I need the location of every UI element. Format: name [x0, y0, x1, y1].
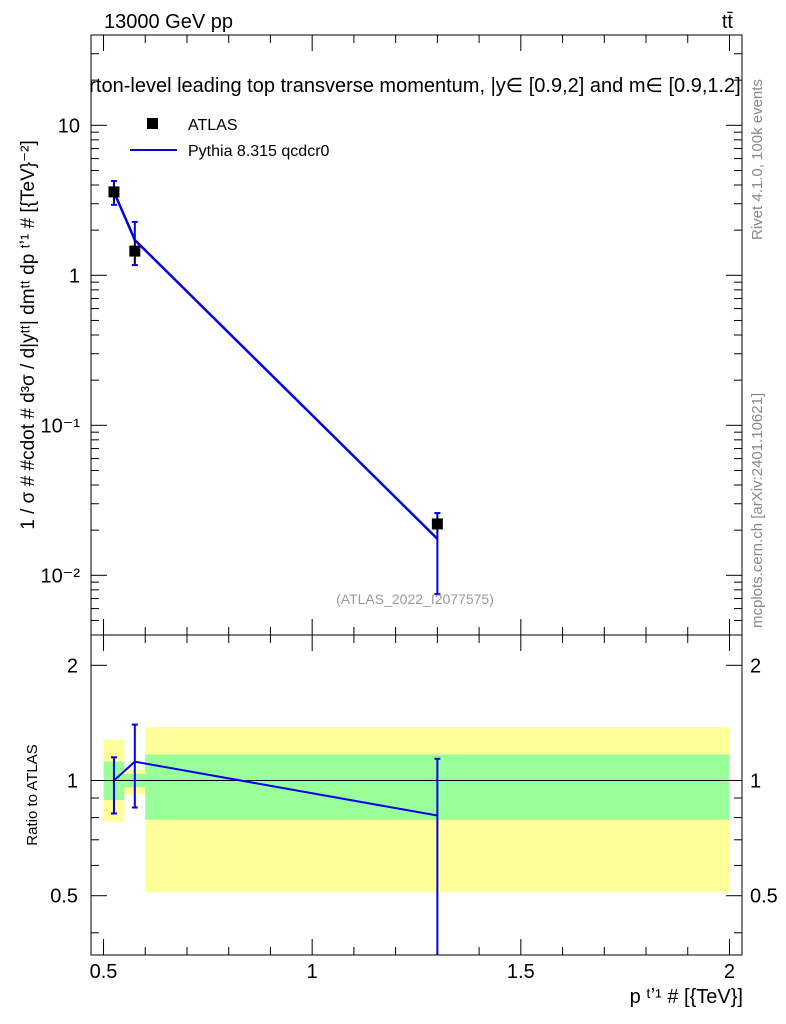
x-axis-label: p ᵗʼ¹ # [{TeV}]	[630, 986, 743, 1008]
analysis-watermark: (ATLAS_2022_I2077575)	[336, 591, 494, 607]
x-tick-label: 1	[307, 961, 318, 983]
ratio-y-tick-label-left: 2	[67, 655, 78, 677]
ratio-y-tick-label-left: 1	[67, 771, 78, 793]
ratio-y-tick-label-right: 2	[750, 655, 761, 677]
ratio-uncertainty-bands	[103, 726, 730, 893]
main-y-tick-label: 10	[58, 115, 80, 137]
ratio-y-axis-label: Ratio to ATLAS	[24, 744, 41, 845]
axis-ticks	[91, 34, 742, 955]
main-y-tick-label: 1	[69, 265, 80, 287]
header-process-label: tt̄	[722, 11, 734, 33]
header-energy-label: 13000 GeV pp	[104, 11, 233, 33]
legend-atlas-marker	[147, 118, 158, 129]
plot-title: rton-level leading top transverse moment…	[89, 75, 740, 97]
main-y-tick-label: 10⁻²	[41, 565, 81, 587]
main-y-tick-label: 10⁻¹	[41, 415, 81, 437]
x-tick-label: 2	[724, 961, 735, 983]
ratio-y-tick-label-right: 1	[750, 771, 761, 793]
legend-pythia-label: Pythia 8.315 qcdcr0	[188, 143, 330, 160]
rivet-version-label: Rivet 4.1.0, 100k events	[749, 79, 766, 240]
main-panel-marks	[108, 180, 443, 596]
legend-atlas-label: ATLAS	[188, 117, 238, 134]
legend: ATLAS Pythia 8.315 qcdcr0	[130, 117, 330, 160]
ratio-panel-marks	[110, 723, 441, 955]
ratio-panel-frame	[90, 634, 743, 956]
atlas-data-point	[431, 518, 443, 530]
main-y-axis-label: 1 / σ # #cdot # d³σ / d|yᵗᵗ| dmᵗᵗ dp ᵗʼ¹…	[18, 140, 39, 530]
pythia-line	[112, 191, 439, 540]
ratio-y-tick-label-left: 0.5	[50, 886, 78, 908]
ratio-y-tick-label-right: 0.5	[750, 886, 778, 908]
mcplots-credit-label: mcplots.cern.ch [arXiv:2401.10621]	[749, 393, 766, 628]
tick-labels: 0.5 1 1.5 2 10⁻² 10⁻¹ 1 10 0.5 0.5 1 1 2 2	[41, 115, 778, 983]
x-tick-label: 1.5	[507, 961, 535, 983]
atlas-data-point	[108, 186, 120, 198]
x-tick-label: 0.5	[90, 961, 118, 983]
atlas-data-point	[129, 245, 141, 257]
